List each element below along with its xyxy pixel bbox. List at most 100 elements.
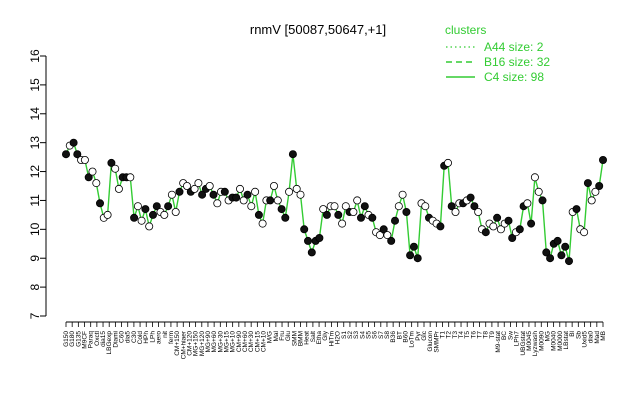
- x-tick-label: CM+90: [236, 331, 243, 353]
- x-tick-label: CM+120: [186, 331, 193, 356]
- x-tick-label: S1: [341, 331, 348, 339]
- data-point: [220, 187, 229, 196]
- x-tick-label: LPh: [149, 331, 156, 343]
- x-tick-label: M9CF: [82, 331, 89, 349]
- x-tick-label: Pyr: [415, 330, 422, 341]
- data-point: [96, 199, 105, 208]
- data-point: [303, 236, 312, 245]
- data-point: [114, 184, 123, 193]
- data-point: [572, 205, 581, 214]
- x-tick-label: M0040: [551, 331, 558, 351]
- data-point: [205, 181, 214, 190]
- x-tick-label: C60: [119, 331, 126, 343]
- data-point: [307, 248, 316, 257]
- data-point: [349, 207, 358, 216]
- y-tick-label: 12: [28, 165, 42, 179]
- data-point: [383, 231, 392, 240]
- x-tick-label: M9-stat: [495, 331, 502, 353]
- x-tick-label: MG+10: [230, 331, 237, 353]
- data-point: [111, 164, 120, 173]
- x-tick-label: CM+hiaer: [180, 330, 187, 359]
- data-point: [542, 248, 551, 257]
- legend-entry-a44: A44 size: 2: [446, 40, 544, 54]
- chart-title: rnmV [50087,50647,+1]: [250, 22, 386, 37]
- x-tick-label: BMM: [298, 331, 305, 346]
- data-point: [182, 181, 191, 190]
- x-tick-label: C30: [131, 331, 138, 343]
- x-tick-label: H2O: [335, 331, 342, 344]
- data-point: [553, 236, 562, 245]
- x-tick-label: SMM: [291, 331, 298, 346]
- data-point: [436, 222, 445, 231]
- data-point: [277, 205, 286, 214]
- data-point: [341, 202, 350, 211]
- data-point: [527, 219, 536, 228]
- x-tick-label: HPh: [143, 331, 150, 344]
- data-points: [62, 138, 608, 266]
- x-tick-label: Uxid5: [581, 331, 588, 348]
- data-point: [447, 202, 456, 211]
- x-tick-label: T7: [477, 331, 484, 339]
- x-tick-label: CM+60: [242, 331, 249, 353]
- data-point: [152, 202, 161, 211]
- x-tick-label: S5: [365, 331, 372, 339]
- data-point: [285, 187, 294, 196]
- x-tick-label: Heat: [304, 331, 311, 345]
- data-point: [413, 254, 422, 263]
- x-tick-label: BC: [501, 331, 508, 340]
- data-point: [402, 207, 411, 216]
- legend-label-b16: B16 size: 32: [484, 55, 550, 69]
- data-point: [315, 233, 324, 242]
- data-point: [130, 213, 139, 222]
- data-point: [167, 190, 176, 199]
- data-point: [251, 187, 260, 196]
- data-point: [62, 150, 71, 159]
- data-point: [530, 173, 539, 182]
- data-point: [583, 179, 592, 188]
- x-tick-label: Diami: [112, 331, 119, 348]
- data-point: [406, 251, 415, 260]
- x-tick-label: T1: [440, 331, 447, 339]
- x-tick-label: LBstat: [563, 331, 570, 350]
- data-point: [254, 210, 263, 219]
- data-point: [523, 199, 532, 208]
- data-point: [69, 138, 78, 147]
- data-point: [534, 187, 543, 196]
- data-point: [390, 216, 399, 225]
- data-point: [599, 155, 608, 164]
- x-tick-label: G135: [75, 331, 82, 347]
- legend-label-c4: C4 size: 98: [484, 70, 544, 84]
- x-tick-label: BT: [396, 331, 403, 339]
- x-tick-label: G180: [69, 331, 76, 347]
- x-tick-label: Salt: [310, 331, 317, 342]
- data-point: [580, 228, 589, 237]
- x-tick-label: LoTm: [409, 331, 416, 348]
- x-tick-label: S6: [372, 331, 379, 339]
- x-tick-label: Etha: [316, 331, 323, 345]
- x-tick-label: Gly: [322, 330, 329, 341]
- data-point: [515, 225, 524, 234]
- data-point: [546, 254, 555, 263]
- data-point: [80, 155, 89, 164]
- data-point: [595, 181, 604, 190]
- data-point: [387, 236, 396, 245]
- y-axis: 7 8 9 10 11 12 13 14 15 16: [28, 49, 47, 319]
- data-point: [269, 181, 278, 190]
- x-tick-label: Fru: [279, 331, 286, 341]
- x-tick-label: T6: [470, 331, 477, 339]
- data-point: [73, 150, 82, 159]
- y-tick-label: 14: [28, 107, 42, 121]
- data-point: [175, 187, 184, 196]
- legend-entry-c4: C4 size: 98: [446, 70, 544, 84]
- data-point: [273, 196, 282, 205]
- data-point: [561, 242, 570, 251]
- x-tick-label: MB: [600, 331, 607, 341]
- data-point: [209, 190, 218, 199]
- data-point: [145, 222, 154, 231]
- x-tick-label: Bl: [569, 330, 576, 336]
- x-tick-label: CM+15: [254, 331, 261, 353]
- data-point: [171, 207, 180, 216]
- x-tick-label: MG+60: [211, 331, 218, 353]
- x-axis: G150 G180 G135 M9CF Paraq Oxctl dia15 LBGexp Dia…: [63, 321, 607, 359]
- data-point: [334, 210, 343, 219]
